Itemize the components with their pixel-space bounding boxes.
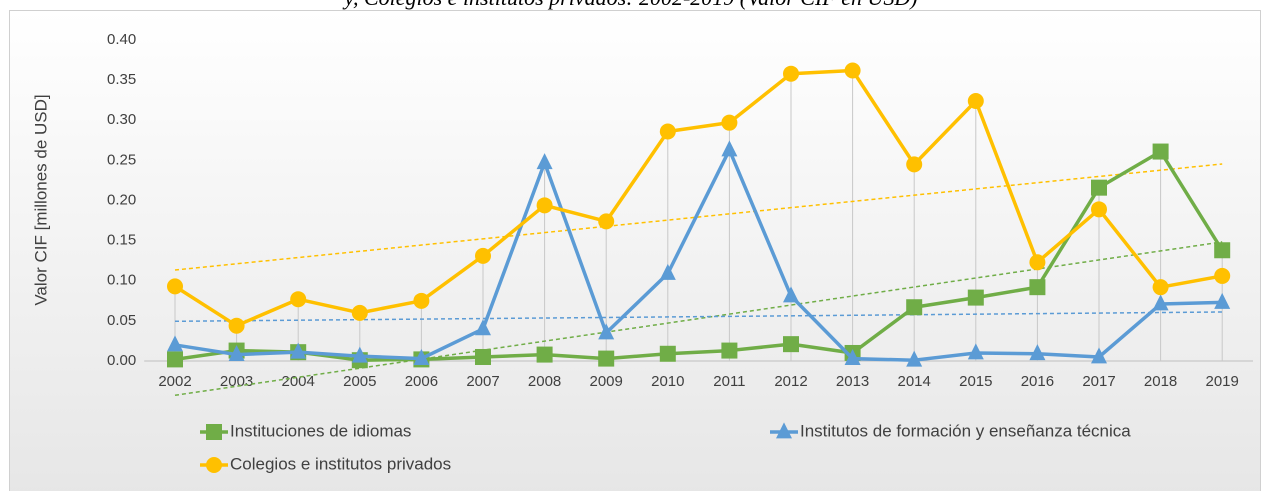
- point: [1029, 279, 1046, 296]
- point: [1214, 267, 1231, 284]
- point: [228, 317, 245, 334]
- legend-marker: [206, 457, 222, 473]
- point: [167, 335, 183, 352]
- point: [844, 348, 861, 365]
- x-tick-label: 2016: [1021, 373, 1054, 390]
- point: [351, 346, 368, 363]
- point: [167, 278, 183, 295]
- x-tick-label: 2017: [1082, 373, 1115, 390]
- x-tick-label: 2005: [343, 373, 376, 390]
- point: [1091, 347, 1107, 364]
- point: [844, 62, 861, 79]
- x-tick-label: 2004: [282, 373, 315, 390]
- point: [906, 350, 923, 367]
- trend-line: [174, 163, 1223, 271]
- trend-line: [174, 241, 1223, 397]
- point: [1029, 254, 1046, 271]
- y-tick-label: 0.00: [107, 352, 136, 369]
- legend-marker: [776, 422, 792, 439]
- point: [1029, 344, 1046, 361]
- y-tick-label: 0.05: [107, 312, 136, 329]
- legend-label: Institutos de formación y enseñanza técn…: [800, 421, 1131, 440]
- point: [598, 350, 615, 367]
- point: [659, 123, 676, 140]
- point: [413, 348, 430, 365]
- point: [783, 336, 799, 353]
- legend-label: Instituciones de idiomas: [230, 421, 411, 440]
- point: [475, 319, 491, 336]
- point: [906, 156, 923, 173]
- point: [967, 343, 984, 360]
- y-tick-label: 0.35: [107, 71, 136, 88]
- point: [475, 247, 491, 264]
- legend-marker: [206, 424, 222, 440]
- x-tick-label: 2014: [898, 373, 931, 390]
- page-strip: [0, 0, 1262, 10]
- y-axis-label: Valor CIF [millones de USD]: [31, 94, 50, 305]
- x-tick-label: 2015: [959, 373, 992, 390]
- y-tick-label: 0.10: [107, 272, 136, 289]
- point: [659, 263, 676, 280]
- point: [1214, 242, 1231, 259]
- legend-label: Colegios e institutos privados: [230, 454, 451, 473]
- series-line: [174, 149, 1224, 362]
- x-tick-label: 2010: [651, 373, 684, 390]
- point: [413, 292, 430, 309]
- y-tick-label: 0.15: [107, 232, 136, 249]
- x-tick-label: 2008: [528, 373, 561, 390]
- point: [1214, 292, 1231, 309]
- y-tick-label: 0.20: [107, 191, 136, 208]
- point: [659, 345, 676, 362]
- point: [783, 65, 799, 82]
- point: [598, 323, 615, 340]
- point: [1152, 294, 1169, 311]
- y-tick-label: 0.40: [107, 31, 136, 48]
- point: [167, 351, 183, 368]
- point: [1091, 179, 1107, 196]
- point: [783, 286, 799, 303]
- point: [228, 344, 245, 361]
- point: [475, 348, 491, 365]
- x-tick-label: 2012: [774, 373, 807, 390]
- x-tick-label: 2013: [836, 373, 869, 390]
- x-tick-label: 2011: [713, 373, 745, 390]
- x-tick-label: 2009: [590, 373, 623, 390]
- point: [351, 304, 368, 321]
- point: [598, 213, 615, 230]
- point: [1091, 201, 1107, 218]
- point: [536, 153, 553, 170]
- chart-title: y, Colegios e institutos privados: 2002-…: [342, 0, 917, 10]
- point: [906, 299, 923, 316]
- point: [536, 346, 553, 363]
- x-tick-label: 2007: [466, 373, 499, 390]
- y-tick-label: 0.25: [107, 151, 136, 168]
- y-tick-label: 0.30: [107, 111, 136, 128]
- series-line: [174, 68, 1223, 328]
- point: [1152, 143, 1169, 160]
- point: [967, 92, 984, 109]
- point: [721, 114, 738, 131]
- x-tick-label: 2019: [1206, 373, 1239, 390]
- point: [1152, 279, 1169, 296]
- x-tick-label: 2018: [1144, 373, 1177, 390]
- x-tick-label: 2002: [158, 373, 191, 390]
- point: [967, 289, 984, 306]
- x-tick-label: 2006: [405, 373, 438, 390]
- point: [536, 197, 553, 214]
- chart-frame: [9, 10, 1261, 491]
- point: [290, 342, 307, 359]
- point: [721, 140, 738, 157]
- point: [290, 291, 307, 308]
- series-line: [174, 148, 1223, 362]
- point: [721, 342, 738, 359]
